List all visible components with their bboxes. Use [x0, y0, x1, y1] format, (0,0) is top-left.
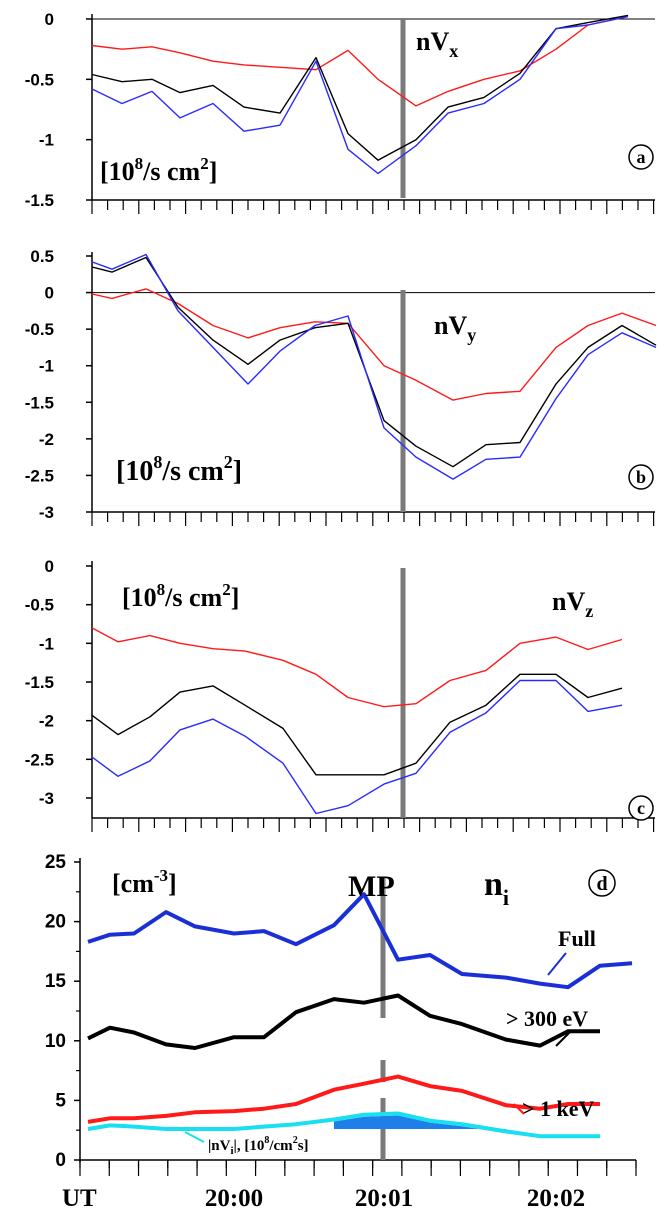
nvi-label: |nVi|, [108/cm2s] [208, 1135, 309, 1157]
panel-d: 25 20 15 10 5 0 [45, 852, 637, 1176]
panel-b: 0.5 0 -0.5 -1 -1.5 -2 -2.5 -3 [25, 247, 657, 526]
y-tick-label-c: 0 [45, 557, 54, 576]
series-line-a-blue [91, 15, 629, 175]
y-tick-label-d: 10 [45, 1031, 66, 1052]
panel-b-series-label: nVy [434, 311, 476, 345]
panel-b-tag-text: b [636, 467, 646, 487]
y-tick-label-d: 0 [55, 1150, 66, 1171]
series-line-a-black [91, 14, 629, 161]
panel-d-tag-text: d [596, 873, 607, 895]
gt300-label: > 300 eV [506, 1006, 588, 1031]
y-tick-label-a: -0.5 [25, 70, 54, 89]
full-label: Full [558, 926, 596, 951]
series-line-c-black [91, 673, 623, 776]
series-line-b-black [91, 256, 657, 468]
y-tick-label-c: -2.5 [25, 750, 54, 769]
panel-a-tag-text: a [637, 147, 646, 167]
x-tick-label-t0: 20:00 [205, 1185, 263, 1211]
panel-b-tag: b [628, 464, 654, 490]
series-line-a-red [91, 15, 629, 107]
panel-d-tag: d [588, 869, 616, 897]
y-tick-label-a: -1 [39, 131, 54, 150]
gt1kev-label: > 1 keV [522, 1096, 595, 1121]
y-tick-label-a: -1.5 [25, 191, 54, 210]
gt1kev-label-pointer [513, 1103, 525, 1115]
y-tick-label-c: -0.5 [25, 596, 54, 615]
y-tick-label-c: -1.5 [25, 673, 54, 692]
y-tick-label-d: 15 [45, 971, 67, 992]
panels: 0 -0.5 -1 -1.5 0.5 0 -0.5 -1 -1.5 -2 -2.5 -3 0 -0.5 -1… [25, 10, 657, 1176]
y-tick-label-c: -2 [39, 712, 54, 731]
gt300-label-pointer [555, 1029, 573, 1047]
series-line-d-black [87, 993, 600, 1050]
series-line-c-blue [91, 679, 623, 815]
y-tick-label-b: -3 [39, 503, 54, 522]
panel-c-tag-text: c [637, 798, 645, 818]
y-tick-label-b: -0.5 [25, 320, 54, 339]
series-line-b-blue [91, 253, 657, 480]
y-tick-label-d: 20 [45, 912, 66, 933]
panel-a-tag: a [628, 144, 654, 170]
panel-c-series-label: nVz [552, 587, 593, 621]
x-axis-label: UT [62, 1185, 97, 1211]
nvi-fill [334, 1115, 506, 1134]
x-tick-label-t1: 20:01 [355, 1185, 413, 1211]
nvi-label-pointer [184, 1131, 205, 1143]
y-tick-label-c: -1 [39, 634, 54, 653]
y-tick-label-b: 0 [45, 284, 54, 303]
panel-a-units: [108/s cm2] [100, 154, 217, 186]
y-tick-label-c: -3 [39, 789, 54, 808]
panel-a: 0 -0.5 -1 -1.5 [25, 10, 655, 214]
y-tick-label-b: 0.5 [30, 247, 54, 266]
y-tick-label-a: 0 [45, 10, 54, 29]
full-label-pointer [547, 952, 567, 976]
mp-label: MP [348, 870, 395, 903]
series-line-c-red [91, 627, 623, 708]
panel-b-units: [108/s cm2] [116, 452, 242, 487]
y-tick-label-b: -1 [39, 357, 54, 376]
y-tick-label-b: -1.5 [25, 393, 54, 412]
series-line-d-blue_dark [87, 892, 633, 990]
series-line-d-cyan [87, 1111, 600, 1139]
x-tick-label-t2: 20:02 [527, 1185, 585, 1211]
ni-label: ni [484, 866, 509, 910]
y-tick-label-b: -2 [39, 430, 54, 449]
y-tick-label-d: 5 [55, 1090, 66, 1111]
panel-c: 0 -0.5 -1 -1.5 -2 -2.5 -3 [25, 557, 655, 832]
panel-c-units: [108/s cm2] [122, 580, 239, 612]
panel-a-series-label: nVx [416, 27, 458, 61]
y-tick-label-b: -2.5 [25, 466, 54, 485]
panel-c-tag: c [628, 795, 654, 821]
panel-d-units: [cm-3] [112, 866, 177, 898]
y-tick-label-d: 25 [45, 852, 67, 873]
